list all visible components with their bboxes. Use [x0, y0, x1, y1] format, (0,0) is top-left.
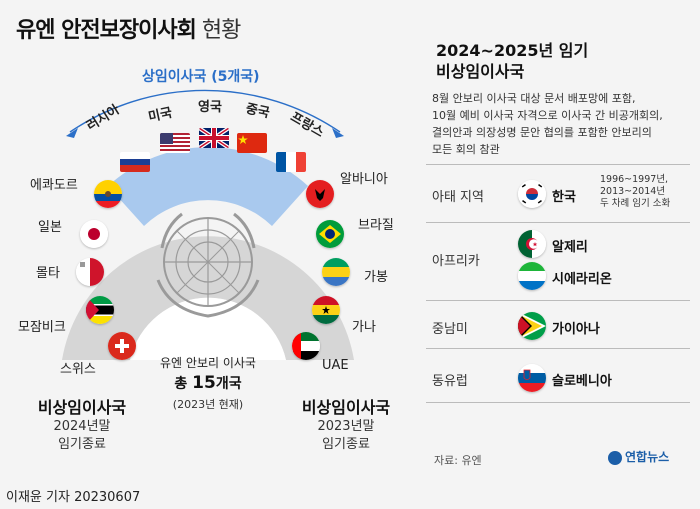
page-title: 유엔 안전보장이사회 현황 — [16, 12, 241, 44]
divider-1 — [426, 222, 690, 223]
right-member-uae: UAE — [322, 358, 349, 373]
gabon-flag-icon — [322, 258, 350, 286]
title-main: 유엔 안전보장이사회 — [16, 18, 197, 43]
korea-note-line1: 1996~1997년, — [600, 174, 669, 185]
country-guyana: 가이아나 — [552, 322, 600, 337]
incoming-title-line1: 2024~2025년 임기 — [436, 41, 589, 60]
korea-note: 1996~1997년, 2013~2014년 두 차례 임기 소화 — [600, 174, 670, 210]
brazil-flag-icon — [316, 220, 344, 248]
right-member-ghana: 가나 — [352, 320, 376, 335]
france-flag-icon — [276, 152, 306, 172]
korea-note-line3: 두 차례 임기 소화 — [600, 198, 671, 209]
sierra-leone-flag-icon — [518, 262, 546, 290]
incoming-description: 8월 안보리 이사국 대상 문서 배포망에 포함, 10월 예비 이사국 자격으… — [432, 90, 663, 158]
center-total-number: 15 — [192, 373, 216, 393]
center-total-prefix: 총 — [174, 376, 193, 392]
incoming-title-line2: 비상임이사국 — [436, 62, 525, 81]
switzerland-flag-icon — [108, 332, 136, 360]
usa-flag-icon — [160, 133, 190, 153]
left-member-ecuador: 에콰도르 — [30, 178, 78, 193]
region-asia-pacific: 아태 지역 — [432, 190, 484, 205]
divider-top — [426, 164, 690, 165]
albania-flag-icon — [306, 180, 334, 208]
permanent-label: 상임이사국 (5개국) — [142, 69, 260, 85]
ecuador-flag-icon — [94, 180, 122, 208]
uk-flag-icon — [199, 128, 229, 148]
permanent-arc — [69, 89, 341, 133]
divider-2 — [426, 300, 690, 301]
arc-arrowhead-left — [66, 128, 78, 138]
country-slovenia: 슬로베니아 — [552, 374, 612, 389]
title-sub: 현황 — [201, 18, 241, 43]
algeria-flag-icon — [518, 230, 546, 258]
desc-line4: 모든 회의 참관 — [432, 143, 500, 156]
left-group-line1: 2024년말 — [53, 419, 111, 434]
desc-line2: 10월 예비 이사국 자격으로 이사국 간 비공개회의, — [432, 109, 663, 122]
china-flag-icon — [237, 133, 267, 153]
perm-name-uk: 영국 — [198, 100, 222, 115]
left-group-title: 비상임이사국 — [37, 398, 127, 417]
yonhap-logo-text: 연합뉴스 — [625, 450, 670, 464]
divider-bottom — [426, 402, 690, 403]
outer-ring — [62, 236, 354, 360]
region-eastern-europe: 동유럽 — [432, 374, 468, 389]
uae-flag-icon — [292, 332, 320, 360]
korea-note-line2: 2013~2014년 — [600, 186, 666, 197]
right-member-gabon: 가봉 — [364, 270, 388, 285]
center-date: (2023년 현재) — [172, 398, 244, 411]
malta-flag-icon — [76, 258, 104, 286]
right-group: 비상임이사국 2023년말 임기종료 — [286, 394, 406, 454]
desc-line1: 8월 안보리 이사국 대상 문서 배포망에 포함, — [432, 92, 636, 105]
yonhap-logo-icon — [608, 450, 622, 465]
slovenia-flag-icon — [518, 364, 546, 392]
center-line1: 유엔 안보리 이사국 — [160, 356, 256, 370]
inner-area — [130, 297, 286, 360]
desc-line3: 결의안과 의장성명 문안 협의를 포함한 안보리의 — [432, 126, 652, 139]
japan-flag-icon — [80, 220, 108, 248]
country-algeria: 알제리 — [552, 240, 588, 255]
left-group-line2: 임기종료 — [58, 437, 106, 452]
left-member-switzerland: 스위스 — [60, 362, 96, 377]
right-member-brazil: 브라질 — [358, 218, 394, 233]
region-africa: 아프리카 — [432, 254, 480, 269]
center-total: 총 15개국 — [140, 373, 276, 393]
country-korea: 한국 — [552, 190, 576, 205]
council-diagram — [62, 89, 354, 360]
right-member-albania: 알바니아 — [340, 172, 388, 187]
permanent-band — [108, 147, 308, 226]
right-group-line2: 임기종료 — [322, 437, 370, 452]
left-member-japan: 일본 — [38, 220, 62, 235]
left-member-malta: 몰타 — [36, 266, 60, 281]
korea-flag-icon — [518, 180, 546, 208]
region-latin-america: 중남미 — [432, 322, 468, 337]
un-emblem-icon — [156, 212, 260, 318]
ghana-flag-icon — [312, 296, 340, 324]
country-sierra-leone: 시에라리온 — [552, 272, 612, 287]
center-total-suffix: 개국 — [215, 376, 242, 392]
left-member-mozambique: 모잠비크 — [18, 320, 66, 335]
source-text: 자료: 유엔 — [434, 454, 482, 467]
guyana-flag-icon — [518, 312, 546, 340]
byline: 이재윤 기자 20230607 — [6, 490, 141, 505]
divider-3 — [426, 348, 690, 349]
left-group: 비상임이사국 2024년말 임기종료 — [22, 394, 142, 454]
russia-flag-icon — [120, 152, 150, 172]
right-group-line1: 2023년말 — [317, 419, 375, 434]
arc-arrowhead-right — [332, 128, 344, 138]
right-group-title: 비상임이사국 — [301, 398, 391, 417]
mozambique-flag-icon — [86, 296, 114, 324]
incoming-title: 2024~2025년 임기 비상임이사국 — [436, 40, 588, 82]
yonhap-logo: 연합뉴스 — [608, 448, 669, 465]
